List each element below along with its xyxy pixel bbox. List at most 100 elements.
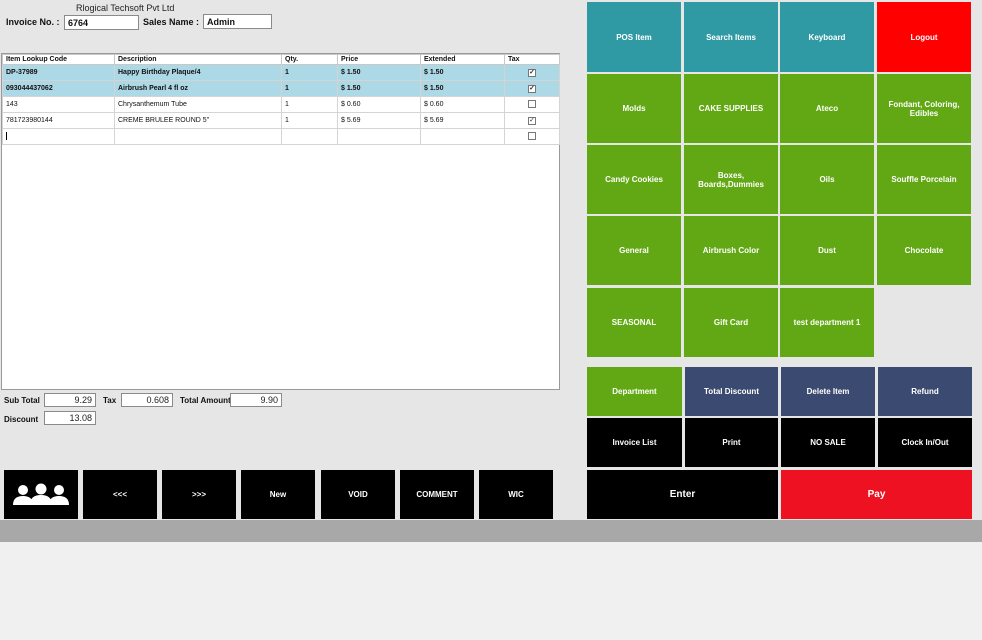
cell-tax: ✓ — [504, 80, 560, 97]
grid-header-row: Item Lookup Code Description Qty. Price … — [2, 54, 560, 65]
dept-general-button[interactable]: General — [587, 216, 681, 285]
cell-description[interactable]: CREME BRULEE ROUND 5" — [114, 112, 282, 129]
dept-ateco-button[interactable]: Ateco — [780, 74, 874, 143]
col-header-qty[interactable]: Qty. — [281, 54, 338, 65]
cell-price[interactable]: $ 5.69 — [337, 112, 421, 129]
cell-price[interactable]: $ 0.60 — [337, 96, 421, 113]
new-button[interactable]: New — [241, 470, 315, 519]
tax-checkbox[interactable]: ✓ — [528, 68, 536, 77]
department-button[interactable]: Department — [587, 367, 682, 416]
discount-field[interactable]: 13.08 — [44, 411, 96, 425]
col-header-extended[interactable]: Extended — [420, 54, 505, 65]
void-button[interactable]: VOID — [321, 470, 395, 519]
cell-tax — [504, 128, 560, 145]
cell-code[interactable]: DP-37989 — [2, 64, 115, 81]
invoice-label: Invoice No. : — [6, 17, 60, 27]
table-row[interactable]: DP-37989 Happy Birthday Plaque/4 1 $ 1.5… — [2, 64, 560, 81]
dept-gift-card-button[interactable]: Gift Card — [684, 288, 778, 357]
search-items-button[interactable]: Search Items — [684, 2, 778, 72]
cell-qty[interactable]: 1 — [281, 112, 338, 129]
tax-checkbox[interactable] — [528, 131, 536, 140]
next-button[interactable]: >>> — [162, 470, 236, 519]
invoice-number-field[interactable]: 6764 — [64, 15, 139, 30]
company-name: Rlogical Techsoft Pvt Ltd — [76, 3, 175, 13]
invoice-list-button[interactable]: Invoice List — [587, 418, 682, 467]
tax-label: Tax — [103, 396, 117, 405]
tax-field[interactable]: 0.608 — [121, 393, 173, 407]
cell-code[interactable]: 093044437062 — [2, 80, 115, 97]
cell-extended[interactable]: $ 5.69 — [420, 112, 505, 129]
cell-price[interactable]: $ 1.50 — [337, 80, 421, 97]
table-row[interactable]: 143 Chrysanthemum Tube 1 $ 0.60 $ 0.60 — [2, 96, 560, 113]
cell-price[interactable] — [337, 128, 421, 145]
col-header-code[interactable]: Item Lookup Code — [2, 54, 115, 65]
keyboard-button[interactable]: Keyboard — [780, 2, 874, 72]
col-header-description[interactable]: Description — [114, 54, 282, 65]
cell-extended[interactable]: $ 1.50 — [420, 80, 505, 97]
cell-description[interactable]: Happy Birthday Plaque/4 — [114, 64, 282, 81]
customers-icon — [13, 483, 69, 505]
clock-in-out-button[interactable]: Clock In/Out — [878, 418, 972, 467]
total-discount-button[interactable]: Total Discount — [685, 367, 778, 416]
pos-window: Rlogical Techsoft Pvt Ltd Invoice No. : … — [1, 2, 972, 519]
col-header-tax[interactable]: Tax — [504, 54, 560, 65]
cell-qty[interactable]: 1 — [281, 96, 338, 113]
sales-name-label: Sales Name : — [143, 17, 200, 27]
dept-souffle-button[interactable]: Souffle Porcelain — [877, 145, 971, 214]
cell-tax — [504, 96, 560, 113]
dept-cake-supplies-button[interactable]: CAKE SUPPLIES — [684, 74, 778, 143]
cell-description[interactable]: Airbrush Pearl 4 fl oz — [114, 80, 282, 97]
tax-checkbox[interactable] — [528, 99, 536, 108]
dept-seasonal-button[interactable]: SEASONAL — [587, 288, 681, 357]
tax-checkbox[interactable]: ✓ — [528, 84, 536, 93]
discount-label: Discount — [4, 415, 39, 424]
sales-name-field[interactable]: Admin — [203, 14, 272, 29]
dept-boxes-button[interactable]: Boxes, Boards,Dummies — [684, 145, 778, 214]
cell-qty[interactable]: 1 — [281, 80, 338, 97]
cell-qty[interactable]: 1 — [281, 64, 338, 81]
cell-tax: ✓ — [504, 64, 560, 81]
delete-item-button[interactable]: Delete Item — [781, 367, 875, 416]
new-entry-row[interactable] — [2, 128, 560, 145]
cell-extended[interactable]: $ 0.60 — [420, 96, 505, 113]
dept-airbrush-color-button[interactable]: Airbrush Color — [684, 216, 778, 285]
dept-test-department-button[interactable]: test department 1 — [780, 288, 874, 357]
previous-button[interactable]: <<< — [83, 470, 157, 519]
subtotal-label: Sub Total — [4, 396, 40, 405]
subtotal-field[interactable]: 9.29 — [44, 393, 96, 407]
dept-fondant-button[interactable]: Fondant, Coloring, Edibles — [877, 74, 971, 143]
dept-candy-cookies-button[interactable]: Candy Cookies — [587, 145, 681, 214]
col-header-price[interactable]: Price — [337, 54, 421, 65]
cell-qty[interactable] — [281, 128, 338, 145]
dept-dust-button[interactable]: Dust — [780, 216, 874, 285]
no-sale-button[interactable]: NO SALE — [781, 418, 875, 467]
status-bar — [0, 520, 982, 542]
total-amount-field[interactable]: 9.90 — [230, 393, 282, 407]
dept-molds-button[interactable]: Molds — [587, 74, 681, 143]
print-button[interactable]: Print — [685, 418, 778, 467]
dept-oils-button[interactable]: Oils — [780, 145, 874, 214]
table-row[interactable]: 781723980144 CREME BRULEE ROUND 5" 1 $ 5… — [2, 112, 560, 129]
enter-button[interactable]: Enter — [587, 470, 778, 519]
cell-price[interactable]: $ 1.50 — [337, 64, 421, 81]
cell-description[interactable] — [114, 128, 282, 145]
table-row[interactable]: 093044437062 Airbrush Pearl 4 fl oz 1 $ … — [2, 80, 560, 97]
cell-code[interactable]: 143 — [2, 96, 115, 113]
invoice-grid: Item Lookup Code Description Qty. Price … — [1, 53, 560, 390]
cell-code[interactable]: 781723980144 — [2, 112, 115, 129]
cell-code-input[interactable] — [2, 128, 115, 145]
total-amount-label: Total Amount — [180, 396, 231, 405]
cell-extended[interactable]: $ 1.50 — [420, 64, 505, 81]
cell-extended[interactable] — [420, 128, 505, 145]
wic-button[interactable]: WIC — [479, 470, 553, 519]
customers-button[interactable] — [4, 470, 78, 519]
comment-button[interactable]: COMMENT — [400, 470, 474, 519]
cell-description[interactable]: Chrysanthemum Tube — [114, 96, 282, 113]
logout-button[interactable]: Logout — [877, 2, 971, 72]
pay-button[interactable]: Pay — [781, 470, 972, 519]
pos-item-button[interactable]: POS Item — [587, 2, 681, 72]
dept-chocolate-button[interactable]: Chocolate — [877, 216, 971, 285]
cell-tax: ✓ — [504, 112, 560, 129]
tax-checkbox[interactable]: ✓ — [528, 116, 536, 125]
refund-button[interactable]: Refund — [878, 367, 972, 416]
